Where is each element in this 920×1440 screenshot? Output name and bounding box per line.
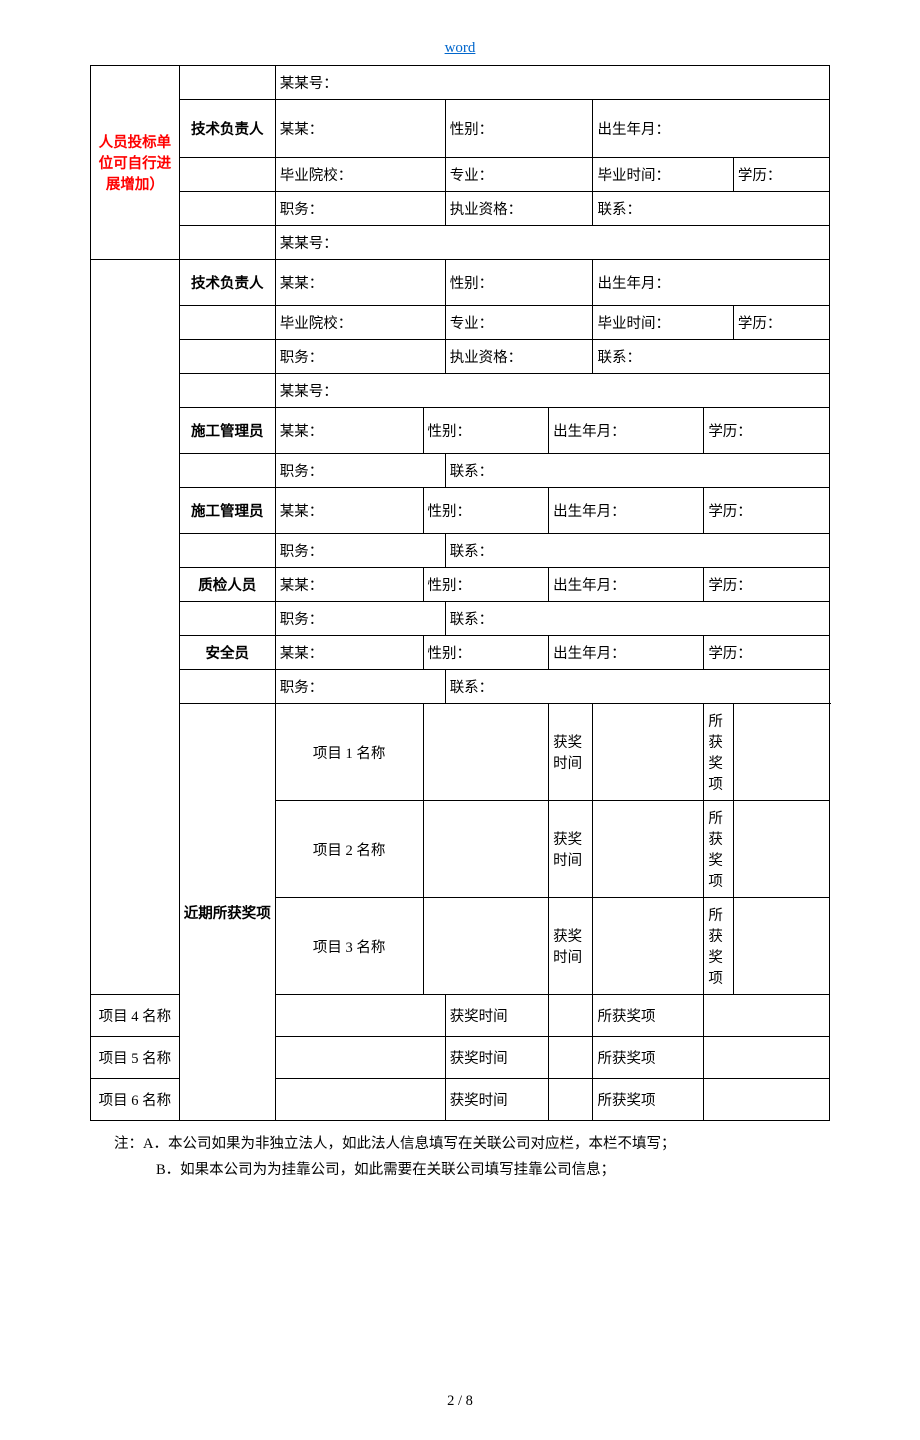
position-5: 职务： xyxy=(275,602,445,636)
birth-4: 出生年月： xyxy=(549,488,704,534)
award-item-3: 所获奖项 xyxy=(704,898,734,995)
cert-no-2: 某某号： xyxy=(275,226,829,260)
award-p5: 项目 5 名称 xyxy=(91,1037,180,1079)
award-item-4: 所获奖项 xyxy=(593,995,704,1037)
award-p1: 项目 1 名称 xyxy=(275,704,423,801)
role-tech-lead-1: 技术负责人 xyxy=(179,100,275,158)
category-awards: 近期所获奖项 xyxy=(179,704,275,1121)
role-construction-1: 施工管理员 xyxy=(179,408,275,454)
name-3: 某某： xyxy=(275,408,423,454)
position-4: 职务： xyxy=(275,534,445,568)
birth-2: 出生年月： xyxy=(593,260,829,306)
birth-6: 出生年月： xyxy=(549,636,704,670)
school-1: 毕业院校： xyxy=(275,158,445,192)
position-3: 职务： xyxy=(275,454,445,488)
school-2: 毕业院校： xyxy=(275,306,445,340)
contact-1: 联系： xyxy=(593,192,829,226)
award-p2: 项目 2 名称 xyxy=(275,801,423,898)
award-p6: 项目 6 名称 xyxy=(91,1079,180,1121)
header-word-link: word xyxy=(90,40,830,57)
birth-3: 出生年月： xyxy=(549,408,704,454)
award-p3: 项目 3 名称 xyxy=(275,898,423,995)
award-item-5: 所获奖项 xyxy=(593,1037,704,1079)
gradtime-2: 毕业时间： xyxy=(593,306,733,340)
role-qc: 质检人员 xyxy=(179,568,275,602)
role-tech-lead-2: 技术负责人 xyxy=(179,260,275,306)
name-6: 某某： xyxy=(275,636,423,670)
award-time-1: 获奖时间 xyxy=(549,704,593,801)
award-item-6: 所获奖项 xyxy=(593,1079,704,1121)
main-table: 人员投标单位可自行进展增加） 某某号： 技术负责人 某某： 性别： 出生年月： … xyxy=(90,65,830,1121)
contact-2: 联系： xyxy=(593,340,829,374)
edu-4: 学历： xyxy=(704,488,830,534)
name-5: 某某： xyxy=(275,568,423,602)
position-1: 职务： xyxy=(275,192,445,226)
birth-5: 出生年月： xyxy=(549,568,704,602)
qual-2: 执业资格： xyxy=(445,340,593,374)
contact-6: 联系： xyxy=(445,670,829,704)
name-1: 某某： xyxy=(275,100,445,158)
qual-1: 执业资格： xyxy=(445,192,593,226)
award-time-3: 获奖时间 xyxy=(549,898,593,995)
edu-2: 学历： xyxy=(733,306,829,340)
edu-1: 学历： xyxy=(733,158,829,192)
gender-3: 性别： xyxy=(423,408,549,454)
position-2: 职务： xyxy=(275,340,445,374)
gender-2: 性别： xyxy=(445,260,593,306)
birth-1: 出生年月： xyxy=(593,100,829,158)
page-number: 2 / 8 xyxy=(90,1393,830,1440)
major-2: 专业： xyxy=(445,306,593,340)
contact-3: 联系： xyxy=(445,454,829,488)
award-item-2: 所获奖项 xyxy=(704,801,734,898)
award-time-6: 获奖时间 xyxy=(445,1079,548,1121)
gender-4: 性别： xyxy=(423,488,549,534)
gender-6: 性别： xyxy=(423,636,549,670)
role-construction-2: 施工管理员 xyxy=(179,488,275,534)
edu-3: 学历： xyxy=(704,408,830,454)
name-2: 某某： xyxy=(275,260,445,306)
note-a: 注：A．本公司如果为非独立法人，如此法人信息填写在关联公司对应栏，本栏不填写； xyxy=(114,1131,830,1157)
category-personnel: 人员投标单位可自行进展增加） xyxy=(91,66,180,260)
award-time-2: 获奖时间 xyxy=(549,801,593,898)
major-1: 专业： xyxy=(445,158,593,192)
cert-no-1: 某某号： xyxy=(275,66,829,100)
award-time-5: 获奖时间 xyxy=(445,1037,548,1079)
gradtime-1: 毕业时间： xyxy=(593,158,733,192)
cert-no-3: 某某号： xyxy=(275,374,829,408)
position-6: 职务： xyxy=(275,670,445,704)
note-b: B．如果本公司为为挂靠公司，如此需要在关联公司填写挂靠公司信息； xyxy=(114,1157,830,1183)
role-safety: 安全员 xyxy=(179,636,275,670)
contact-5: 联系： xyxy=(445,602,829,636)
name-4: 某某： xyxy=(275,488,423,534)
edu-5: 学历： xyxy=(704,568,830,602)
award-item-1: 所获奖项 xyxy=(704,704,734,801)
award-time-4: 获奖时间 xyxy=(445,995,548,1037)
gender-5: 性别： xyxy=(423,568,549,602)
contact-4: 联系： xyxy=(445,534,829,568)
award-p4: 项目 4 名称 xyxy=(91,995,180,1037)
gender-1: 性别： xyxy=(445,100,593,158)
edu-6: 学历： xyxy=(704,636,830,670)
